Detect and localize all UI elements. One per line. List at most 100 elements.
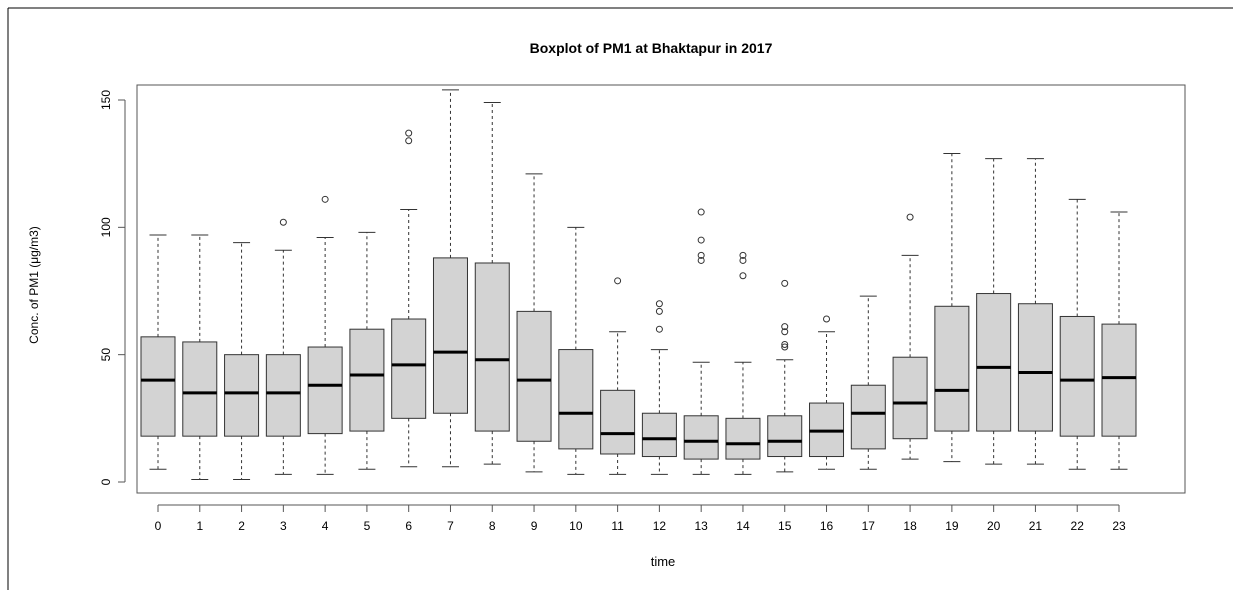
box-iqr [182,341,218,437]
box-iqr [516,310,552,442]
outlier-point [739,272,747,280]
outlier-point [279,218,287,226]
x-tick-label: 15 [778,519,792,533]
x-tick-label: 3 [280,519,287,533]
y-tick-label: 150 [99,90,113,110]
box-group-15 [767,279,803,473]
box-iqr [140,336,176,437]
x-axis: 0 1 2 3 4 5 6 7 8 9 10 11 12 13 14 15 16 17 18 19 20 21 22 23 [155,504,1126,533]
outlier-point [739,251,747,259]
box-iqr [432,257,468,414]
box-iqr [892,356,928,440]
outlier-point [655,300,663,308]
y-axis-label: Conc. of PM1 (μg/m3) [27,226,41,344]
x-tick-label: 2 [238,519,245,533]
y-tick-label: 50 [99,348,113,362]
box-iqr [600,389,636,455]
outlier-point [823,315,831,323]
box-iqr [976,293,1012,432]
box-iqr [474,262,510,432]
box-group-14 [725,251,761,475]
box-group-22 [1059,198,1095,470]
x-tick-label: 10 [569,519,583,533]
box-group-18 [892,213,928,460]
box-group-3 [265,218,301,475]
chart-title: Boxplot of PM1 at Bhaktapur in 2017 [530,40,773,56]
outlier-point [906,213,914,221]
box-group-2 [224,242,260,480]
y-axis: 0 50 100 150 [99,90,126,485]
box-group-7 [432,89,468,468]
box-group-23 [1101,211,1137,470]
box-group-12 [641,300,677,475]
box-iqr [1101,323,1137,437]
y-tick-label: 100 [99,217,113,237]
box-group-0 [140,234,176,470]
box-group-11 [600,277,636,475]
outlier-point [697,208,705,216]
x-tick-label: 20 [987,519,1001,533]
x-tick-label: 16 [820,519,834,533]
box-iqr [767,415,803,458]
box-group-16 [809,315,845,470]
x-tick-label: 9 [531,519,538,533]
outlier-point [405,137,413,145]
x-tick-label: 14 [736,519,750,533]
box-group-6 [391,129,427,468]
box-group-1 [182,234,218,480]
boxes [140,89,1137,480]
box-iqr [850,384,886,450]
outlier-point [321,195,329,203]
box-group-19 [934,152,970,463]
outlier-point [697,236,705,244]
x-tick-label: 7 [447,519,454,533]
box-iqr [934,305,970,432]
box-group-13 [683,208,719,475]
x-tick-label: 17 [862,519,876,533]
box-group-4 [307,195,343,475]
box-iqr [391,318,427,419]
box-group-21 [1017,158,1053,465]
x-tick-label: 0 [155,519,162,533]
box-group-10 [558,226,594,475]
x-tick-label: 5 [364,519,371,533]
plot-area [136,84,1186,494]
box-iqr [1059,315,1095,437]
x-tick-label: 22 [1071,519,1085,533]
box-iqr [683,415,719,460]
x-axis-label: time [651,554,676,569]
box-group-5 [349,231,385,470]
outlier-point [781,279,789,287]
outlier-point [697,256,705,264]
x-tick-label: 12 [653,519,667,533]
box-group-8 [474,102,510,465]
outlier-point [655,325,663,333]
y-tick-label: 0 [99,478,113,485]
box-group-20 [976,158,1012,465]
box-iqr [725,417,761,460]
box-iqr [265,354,301,437]
x-tick-label: 1 [196,519,203,533]
box-iqr [558,349,594,450]
box-group-17 [850,295,886,470]
x-tick-label: 18 [903,519,917,533]
x-tick-label: 21 [1029,519,1043,533]
outlier-point [781,328,789,336]
box-iqr [307,346,343,435]
box-group-9 [516,173,552,473]
outlier-point [697,251,705,259]
box-iqr [1017,303,1053,432]
box-iqr [349,328,385,432]
x-tick-label: 11 [611,519,624,533]
outlier-point [739,256,747,264]
x-tick-label: 8 [489,519,496,533]
box-iqr [641,412,677,458]
outlier-point [781,340,789,348]
outlier-point [405,129,413,137]
outlier-point [781,323,789,331]
outlier-point [655,307,663,315]
outlier-point [614,277,622,285]
x-tick-label: 19 [945,519,959,533]
x-tick-label: 4 [322,519,329,533]
